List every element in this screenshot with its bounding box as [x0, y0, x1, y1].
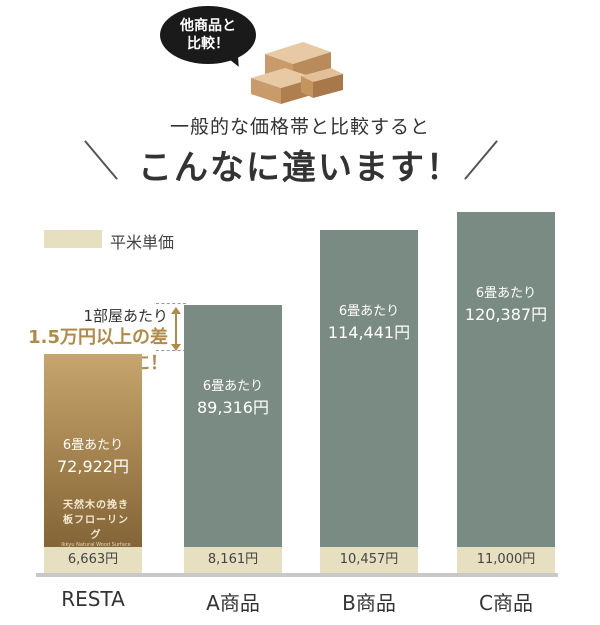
- double-arrow-icon: [171, 307, 181, 351]
- category-label: C商品: [479, 591, 533, 615]
- bubble-line-2: 比較！: [187, 36, 229, 52]
- bar-value-label: 6畳あたり 72,922円: [44, 434, 142, 477]
- sqm-price-label: 11,000円: [457, 547, 555, 573]
- bar-value-prefix: 6畳あたり: [338, 304, 400, 319]
- bar-b-product: [320, 230, 418, 573]
- resta-product-name: 天然木の挽き板フローリング: [63, 500, 129, 541]
- category-label: RESTA: [61, 587, 125, 611]
- sqm-price-label: 10,457円: [320, 547, 418, 573]
- bar-value-label: 6畳あたり 120,387円: [457, 282, 555, 325]
- sqm-price-label: 6,663円: [44, 547, 142, 573]
- bar-value-prefix: 6畳あたり: [202, 379, 264, 394]
- bar-value-prefix: 6畳あたり: [62, 438, 124, 453]
- bar-resta: [44, 354, 142, 573]
- cardboard-boxes-icon: [251, 42, 343, 104]
- category-label: B商品: [342, 591, 396, 615]
- legend-swatch: [44, 230, 102, 248]
- bar-value: 120,387円: [464, 305, 548, 324]
- bar-value-prefix: 6畳あたり: [475, 286, 537, 301]
- annotation-line-1: 1部屋あたり: [83, 307, 168, 325]
- bar-c-product: [457, 212, 555, 573]
- legend-label: 平米単価: [110, 233, 175, 252]
- resta-product-label: 天然木の挽き板フローリング Ikkyu Natural Wood Surface: [58, 496, 134, 548]
- bar-a-product: [184, 305, 282, 573]
- headline-title: こんなに違います！: [138, 148, 462, 188]
- bar-value-label: 6畳あたり 89,316円: [184, 375, 282, 418]
- annotation-dash-bottom: [156, 350, 186, 351]
- headline-subtitle: 一般的な価格帯と比較すると: [169, 116, 430, 138]
- speech-bubble: 他商品と 比較！: [160, 6, 256, 64]
- bar-value: 89,316円: [197, 398, 269, 417]
- bubble-line-1: 他商品と: [180, 18, 236, 34]
- bar-value: 72,922円: [57, 457, 129, 476]
- chart-baseline: [36, 573, 558, 577]
- bar-value: 114,441円: [327, 323, 411, 342]
- resta-product-subtitle: Ikkyu Natural Wood Surface: [61, 542, 131, 548]
- category-label: A商品: [206, 591, 260, 615]
- annotation-dash-top: [156, 303, 186, 304]
- sqm-price-label: 8,161円: [184, 547, 282, 573]
- bar-value-label: 6畳あたり 114,441円: [320, 300, 418, 343]
